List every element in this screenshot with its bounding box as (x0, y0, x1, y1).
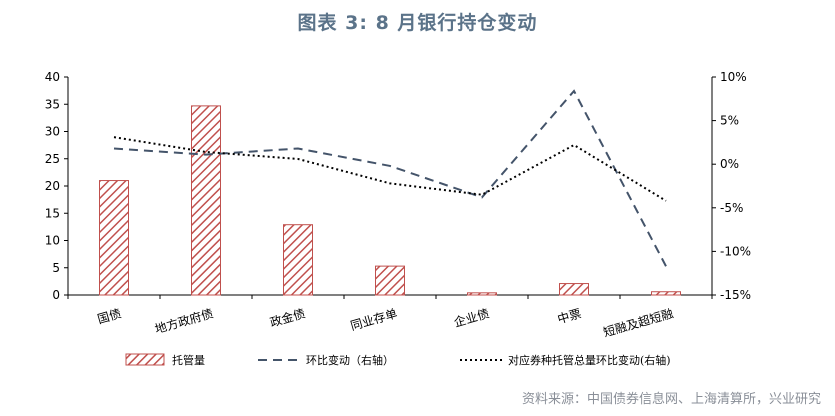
bar-地方政府债 (191, 105, 221, 296)
category-label: 地方政府债 (153, 305, 215, 336)
legend-label-bar: 托管量 (172, 353, 205, 367)
bar-企业债 (467, 292, 497, 296)
legend-label-dotted: 对应券种托管总量环比变动(右轴) (508, 353, 671, 367)
category-label: 企业债 (452, 305, 491, 329)
left-tick-label: 0 (52, 288, 60, 302)
left-tick-label: 35 (45, 97, 60, 111)
legend-swatch-bar (125, 353, 165, 366)
right-tick-label: 10% (720, 70, 747, 84)
bars-group (99, 105, 681, 296)
chart-title: 图表 3: 8 月银行持仓变动 (297, 12, 538, 34)
bar-国债 (99, 180, 129, 296)
category-label: 同业存单 (349, 306, 399, 333)
legend-label-dashed: 环比变动（右轴） (306, 353, 394, 367)
bar-政金债 (283, 224, 313, 296)
line-series-mom-change (113, 89, 667, 267)
category-label: 政金债 (268, 305, 307, 329)
bar-中票 (559, 283, 589, 296)
right-tick-label: -5% (720, 201, 743, 215)
left-tick-label: 15 (45, 206, 60, 220)
right-tick-label: 0% (720, 157, 739, 171)
axes: 0 5 10 15 20 25 30 35 40 -15% -10% -5% 0% 5% 10% (45, 70, 751, 302)
bar-短融及超短融 (651, 291, 681, 296)
right-tick-label: 5% (720, 114, 739, 128)
category-label: 中票 (556, 305, 583, 326)
right-tick-label: -10% (720, 244, 751, 258)
left-tick-label: 20 (45, 179, 60, 193)
category-labels: 国债 地方政府债 政金债 同业存单 企业债 中票 短融及超短融 (96, 305, 675, 339)
left-tick-label: 40 (45, 70, 60, 84)
right-tick-label: -15% (720, 288, 751, 302)
left-tick-label: 5 (52, 261, 60, 275)
left-tick-label: 30 (45, 125, 60, 139)
lines-group (113, 89, 667, 267)
source-note: 资料来源：中国债券信息网、上海清算所，兴业研究 (521, 392, 821, 407)
legend: 托管量 环比变动（右轴） 对应券种托管总量环比变动(右轴) (125, 353, 671, 367)
category-label: 国债 (96, 306, 123, 326)
left-tick-label: 10 (45, 234, 60, 248)
category-label: 短融及超短融 (601, 305, 674, 339)
left-tick-label: 25 (45, 152, 60, 166)
line-series-total-mom-change (113, 136, 667, 202)
bar-同业存单 (375, 265, 405, 296)
